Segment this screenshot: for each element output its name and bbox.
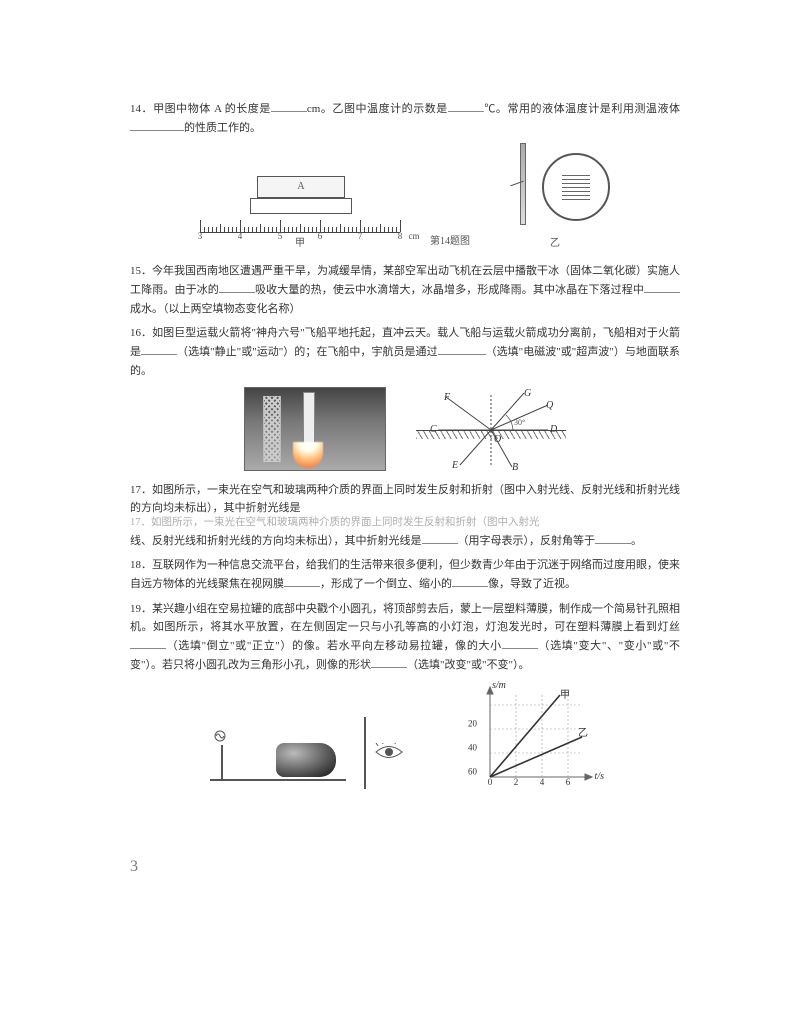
q14-blank-2 <box>448 101 484 112</box>
q16-figures: 30° F G C D E B Q O <box>130 387 680 471</box>
ruler-label: 3 <box>198 229 203 244</box>
chart-line-a: 甲 <box>560 687 570 704</box>
ruler-figure: A 345678cm 甲 <box>200 176 400 252</box>
chart-line-b: 乙 <box>578 725 588 742</box>
xtick-2: 2 <box>514 775 519 790</box>
thermo-magnifier <box>542 153 610 221</box>
figcap-right: 乙 <box>500 235 610 252</box>
q19-figures: s/m t/s 甲 <box>130 681 680 791</box>
ruler-label: 4 <box>238 229 243 244</box>
ruler-label: 6 <box>318 229 323 244</box>
q17-text-d: 。 <box>631 535 642 547</box>
q17-num: 17． <box>130 484 152 496</box>
q18-num: 18． <box>130 559 152 571</box>
q15-text-c: 成水。（以上两空填物态变化名称） <box>130 303 301 315</box>
ray-D: D <box>550 421 557 438</box>
q14-blank-3 <box>130 120 184 131</box>
q16-blank-2 <box>438 344 486 355</box>
q19-text-b: （选填"倒立"或"正立"）的像。若水平向左移动易拉罐，像的大小 <box>166 640 502 652</box>
rocket-body <box>303 392 315 444</box>
thermo-stem <box>520 143 526 225</box>
ruler-label: 5 <box>278 229 283 244</box>
q17-blank-1 <box>422 533 458 544</box>
q17-shadow-text: 17．如图所示，一束光在空气和玻璃两种介质的界面上同时发生反射和折射（图中入射光 <box>130 514 680 532</box>
eye-icon <box>374 735 404 772</box>
ytick-60: 60 <box>468 765 477 780</box>
st-chart: s/m t/s 甲 <box>460 681 600 791</box>
ray-Q: Q <box>546 397 553 414</box>
q17-text-c: （用字母表示），反射角等于 <box>458 535 596 547</box>
ray-F: F <box>444 389 450 406</box>
pinhole-figure <box>210 711 410 791</box>
q16-num: 16． <box>130 327 152 339</box>
block-a: A <box>250 176 350 214</box>
xtick-4: 4 <box>540 775 545 790</box>
ruler: 345678cm <box>200 214 400 233</box>
q19-blank-2 <box>502 638 538 649</box>
svg-text:30°: 30° <box>514 418 525 427</box>
table-line <box>210 779 346 781</box>
q17-text-b: 线、反射光线和折射光线的方向均未标出），其中折射光线是 <box>130 535 422 547</box>
ruler-label: 7 <box>358 229 363 244</box>
ray-G: G <box>524 385 531 402</box>
q14-text-a: 甲图中物体 A 的长度是 <box>153 103 271 115</box>
question-16: 16．如图巨型运载火箭将"神舟六号"飞船平地托起，直冲云天。载人飞船与运载火箭成… <box>130 324 680 380</box>
rocket-figure <box>244 387 386 471</box>
q14-num: 14． <box>130 103 153 115</box>
q17-blank-2 <box>595 533 631 544</box>
question-17: 17．如图所示，一束光在空气和玻璃两种介质的界面上同时发生反射和折射（图中入射光… <box>130 481 680 551</box>
ruler-unit: cm <box>409 229 420 244</box>
magnifier-scale <box>562 172 590 203</box>
q18-text-b: ，形成了一个倒立、缩小的 <box>320 578 452 590</box>
q15-text-b: 吸收大量的热，使云中水滴增大，冰晶增多，形成降雨。其中冰晶在下落过程中 <box>255 284 644 296</box>
bulb-icon <box>210 728 230 751</box>
figcap-left: 甲 <box>200 235 400 252</box>
q15-num: 15． <box>130 265 152 277</box>
ruler-label: 8 <box>398 229 403 244</box>
block-base <box>250 198 352 214</box>
q19-text-d: （选填"改变"或"不变"）。 <box>407 659 529 671</box>
q19-text-a: 某兴趣小组在空易拉罐的底部中央戳个小圆孔，将顶部剪去后，蒙上一层塑料薄膜，制作成… <box>130 603 680 634</box>
ytick-40: 40 <box>468 741 477 756</box>
q19-blank-1 <box>130 638 166 649</box>
thermometer-figure: 乙 <box>500 143 610 252</box>
ray-O: O <box>494 431 501 448</box>
figcap-center: 第14题图 <box>430 233 470 252</box>
ray-E: E <box>452 457 458 474</box>
xtick-0: 0 <box>488 775 493 790</box>
q16-blank-1 <box>141 344 177 355</box>
screen-line <box>364 717 366 789</box>
q14-figures: A 345678cm 甲 第14题图 乙 <box>130 143 680 252</box>
launch-tower <box>263 396 281 462</box>
q17-text-a: 如图所示，一束光在空气和玻璃两种介质的界面上同时发生反射和折射（图中入射光线、反… <box>130 484 680 515</box>
question-19: 19．某兴趣小组在空易拉罐的底部中央戳个小圆孔，将顶部剪去后，蒙上一层塑料薄膜，… <box>130 600 680 675</box>
rocket-flame <box>293 442 323 468</box>
question-18: 18．互联网作为一种信息交流平台，给我们的生活带来很多便利，但少数青少年由于沉迷… <box>130 556 680 593</box>
ray-B: B <box>512 459 518 476</box>
ray-C: C <box>430 421 437 438</box>
q14-text-d: 的性质工作的。 <box>184 122 261 134</box>
q14-text-c: ℃。常用的液体温度计是利用测温液体 <box>484 103 680 115</box>
block-label: A <box>257 176 345 198</box>
question-15: 15．今年我国西南地区遭遇严重干旱，为减缓旱情，某部空军出动飞机在云层中播散干冰… <box>130 262 680 318</box>
q16-text-b: （选填"静止"或"运动"）的；在飞船中，宇航员是通过 <box>177 346 438 358</box>
q18-blank-1 <box>284 576 320 587</box>
q14-blank-1 <box>271 101 307 112</box>
q18-blank-2 <box>452 576 488 587</box>
can <box>276 743 336 777</box>
q15-blank-1 <box>219 282 255 293</box>
xtick-6: 6 <box>566 775 571 790</box>
question-14: 14．甲图中物体 A 的长度是 cm。乙图中温度计的示数是 ℃。常用的液体温度计是利… <box>130 100 680 137</box>
q19-blank-3 <box>371 657 407 668</box>
ray-diagram: 30° F G C D E B Q O <box>416 389 566 471</box>
page-content: 14．甲图中物体 A 的长度是 cm。乙图中温度计的示数是 ℃。常用的液体温度计是利… <box>0 0 800 841</box>
page-number: 3 <box>130 858 138 876</box>
q15-blank-2 <box>644 282 680 293</box>
q18-text-c: 像，导致了近视。 <box>488 578 576 590</box>
q19-num: 19． <box>130 603 152 615</box>
q14-text-b: cm。乙图中温度计的示数是 <box>307 103 448 115</box>
ytick-20: 20 <box>468 717 477 732</box>
